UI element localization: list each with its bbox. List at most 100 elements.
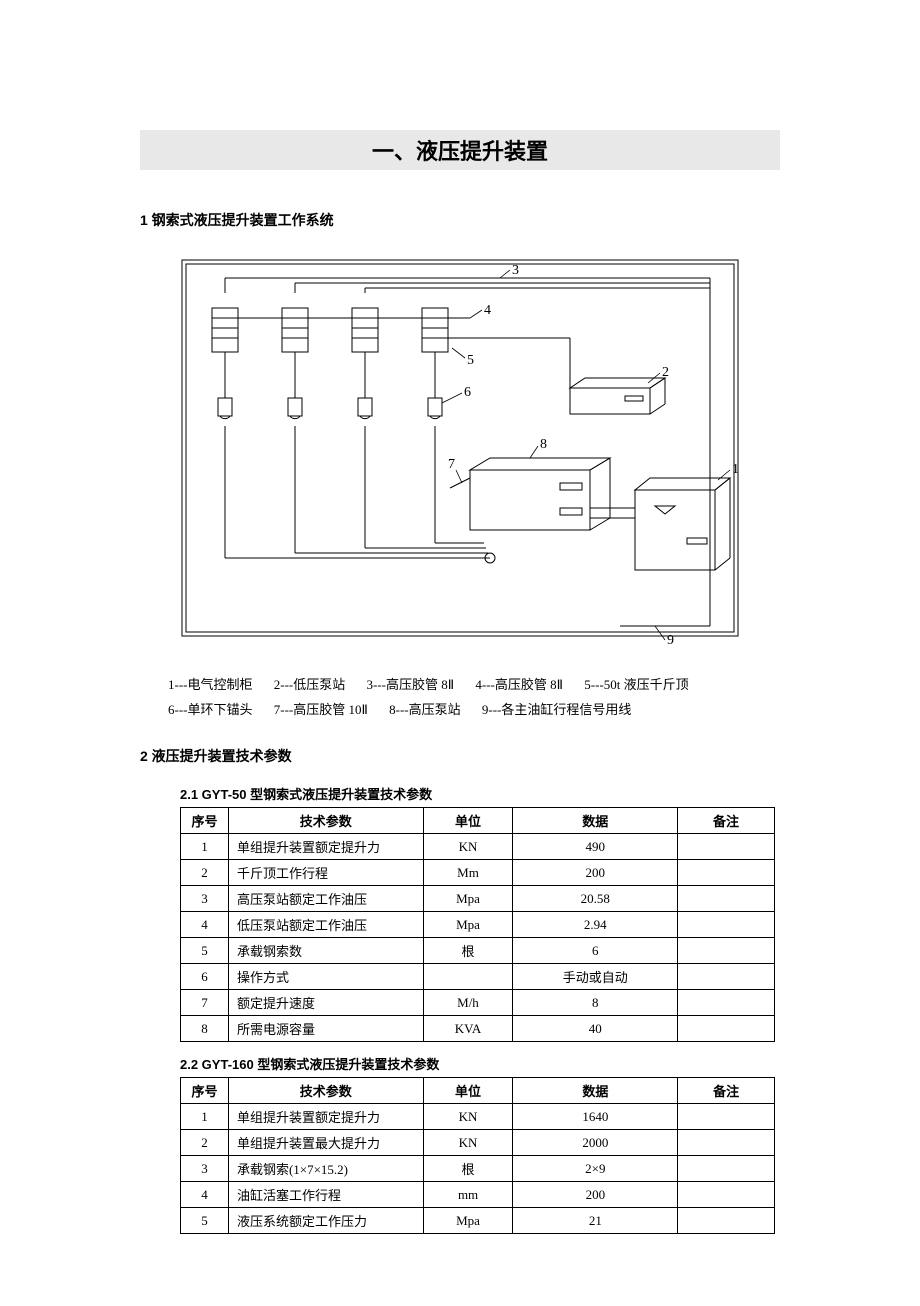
table-header-row: 序号 技术参数 单位 数据 备注: [181, 1078, 775, 1104]
svg-text:5: 5: [467, 353, 474, 368]
table-row: 6操作方式 手动或自动: [181, 964, 775, 990]
legend-line-2: 6---单环下锚头 7---高压胶管 10Ⅱ 8---高压泵站 9---各主油缸…: [168, 698, 780, 723]
table-cell: 2: [181, 1130, 229, 1156]
th-param: 技术参数: [228, 808, 423, 834]
table-cell: 4: [181, 912, 229, 938]
table-cell: M/h: [423, 990, 513, 1016]
table-row: 4油缸活塞工作行程mm200: [181, 1182, 775, 1208]
table-cell: 单组提升装置额定提升力: [228, 834, 423, 860]
table-cell: 8: [513, 990, 678, 1016]
legend-item: 2---低压泵站: [274, 673, 346, 698]
table-cell: [678, 1016, 775, 1042]
th-note: 备注: [678, 1078, 775, 1104]
diagram-svg: 3 4 5 6 7 8 2 1 9: [170, 248, 750, 648]
th-note: 备注: [678, 808, 775, 834]
table-cell: 液压系统额定工作压力: [228, 1208, 423, 1234]
legend-item: 5---50t 液压千斤顶: [584, 673, 688, 698]
table-cell: [678, 912, 775, 938]
table-header-row: 序号 技术参数 单位 数据 备注: [181, 808, 775, 834]
table-cell: 1640: [513, 1104, 678, 1130]
th-data: 数据: [513, 1078, 678, 1104]
table-row: 1单组提升装置额定提升力KN1640: [181, 1104, 775, 1130]
table-cell: 所需电源容量: [228, 1016, 423, 1042]
legend-item: 4---高压胶管 8Ⅱ: [475, 673, 563, 698]
table-cell: 操作方式: [228, 964, 423, 990]
page-title: 一、液压提升装置: [140, 130, 780, 170]
params-table-2: 序号 技术参数 单位 数据 备注 1单组提升装置额定提升力KN16402单组提升…: [180, 1077, 775, 1234]
table-cell: [678, 1208, 775, 1234]
th-unit: 单位: [423, 808, 513, 834]
table-cell: [678, 1104, 775, 1130]
legend-item: 6---单环下锚头: [168, 698, 253, 723]
legend-item: 8---高压泵站: [389, 698, 461, 723]
table-cell: 额定提升速度: [228, 990, 423, 1016]
th-data: 数据: [513, 808, 678, 834]
svg-text:8: 8: [540, 437, 547, 452]
table-cell: 5: [181, 938, 229, 964]
th-param: 技术参数: [228, 1078, 423, 1104]
table-cell: [423, 964, 513, 990]
th-seq: 序号: [181, 1078, 229, 1104]
table-cell: 低压泵站额定工作油压: [228, 912, 423, 938]
params-table-1: 序号 技术参数 单位 数据 备注 1单组提升装置额定提升力KN4902千斤顶工作…: [180, 807, 775, 1042]
table-row: 8所需电源容量KVA40: [181, 1016, 775, 1042]
table-cell: 4: [181, 1182, 229, 1208]
table-cell: 根: [423, 1156, 513, 1182]
legend-item: 7---高压胶管 10Ⅱ: [274, 698, 368, 723]
table-cell: 200: [513, 1182, 678, 1208]
table-cell: [678, 938, 775, 964]
table-cell: KN: [423, 834, 513, 860]
table-cell: Mpa: [423, 886, 513, 912]
table-cell: [678, 886, 775, 912]
th-seq: 序号: [181, 808, 229, 834]
th-unit: 单位: [423, 1078, 513, 1104]
table-cell: mm: [423, 1182, 513, 1208]
table-cell: 5: [181, 1208, 229, 1234]
table-cell: 200: [513, 860, 678, 886]
svg-text:9: 9: [667, 633, 674, 648]
table-cell: 承载钢索数: [228, 938, 423, 964]
table-row: 3高压泵站额定工作油压Mpa20.58: [181, 886, 775, 912]
table-cell: [678, 860, 775, 886]
table-row: 3承载钢索(1×7×15.2)根2×9: [181, 1156, 775, 1182]
table-cell: KN: [423, 1130, 513, 1156]
svg-text:2: 2: [662, 365, 669, 380]
table-cell: KN: [423, 1104, 513, 1130]
table-cell: 6: [513, 938, 678, 964]
table-row: 7额定提升速度M/h8: [181, 990, 775, 1016]
svg-text:3: 3: [512, 263, 519, 278]
table2-caption: 2.2 GYT-160 型钢索式液压提升装置技术参数: [180, 1054, 780, 1073]
table-cell: [678, 1182, 775, 1208]
table-row: 5液压系统额定工作压力Mpa21: [181, 1208, 775, 1234]
table-cell: 根: [423, 938, 513, 964]
table-cell: [678, 964, 775, 990]
table-cell: 千斤顶工作行程: [228, 860, 423, 886]
legend-line-1: 1---电气控制柜 2---低压泵站 3---高压胶管 8Ⅱ 4---高压胶管 …: [168, 673, 780, 698]
table-cell: Mpa: [423, 1208, 513, 1234]
table-cell: 2.94: [513, 912, 678, 938]
table-cell: [678, 834, 775, 860]
table-cell: 6: [181, 964, 229, 990]
table-cell: Mpa: [423, 912, 513, 938]
table-cell: 油缸活塞工作行程: [228, 1182, 423, 1208]
table-cell: 21: [513, 1208, 678, 1234]
table-cell: 1: [181, 834, 229, 860]
table-cell: 1: [181, 1104, 229, 1130]
table-cell: 2×9: [513, 1156, 678, 1182]
table-cell: Mm: [423, 860, 513, 886]
table-cell: [678, 1130, 775, 1156]
table1-caption: 2.1 GYT-50 型钢索式液压提升装置技术参数: [180, 784, 780, 803]
table-cell: 手动或自动: [513, 964, 678, 990]
table-cell: 2: [181, 860, 229, 886]
table-cell: 20.58: [513, 886, 678, 912]
table-cell: 单组提升装置额定提升力: [228, 1104, 423, 1130]
table-cell: 2000: [513, 1130, 678, 1156]
table-row: 1单组提升装置额定提升力KN490: [181, 834, 775, 860]
table-cell: 高压泵站额定工作油压: [228, 886, 423, 912]
svg-text:1: 1: [732, 462, 739, 477]
table-row: 2单组提升装置最大提升力KN2000: [181, 1130, 775, 1156]
table-cell: 承载钢索(1×7×15.2): [228, 1156, 423, 1182]
section1-header: 1 钢索式液压提升装置工作系统: [140, 210, 780, 230]
table-cell: 490: [513, 834, 678, 860]
svg-text:6: 6: [464, 385, 471, 400]
